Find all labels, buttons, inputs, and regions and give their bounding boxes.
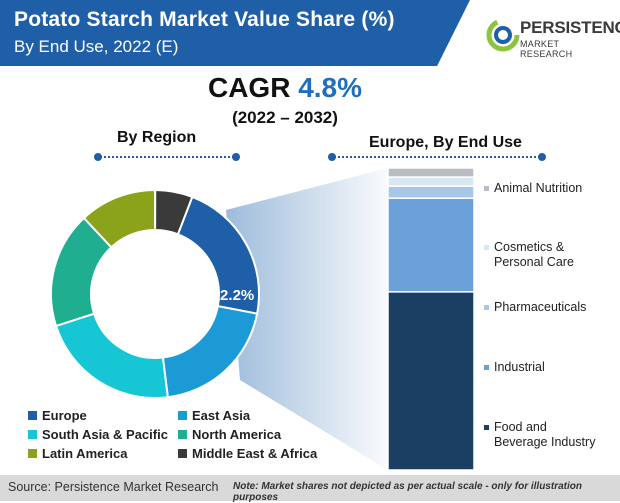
enduse-label-line: Personal Care xyxy=(494,255,574,269)
legend-swatch xyxy=(28,411,37,421)
brand-logo: PERSISTENCE MARKET RESEARCH xyxy=(486,8,620,62)
page-title: Potato Starch Market Value Share (%) xyxy=(14,8,395,31)
legend-swatch xyxy=(178,411,187,421)
highlight-connector xyxy=(226,168,388,470)
bar-segment-cosmetics-personal-care xyxy=(387,176,475,187)
bar-segment-food-and-beverage-industry xyxy=(387,291,475,471)
legend-item: South Asia & Pacific xyxy=(28,427,168,442)
legend-swatch xyxy=(178,449,187,459)
enduse-label-line: Industrial xyxy=(494,360,545,374)
section-label-enduse: Europe, By End Use xyxy=(369,134,522,151)
logo-line2: MARKET RESEARCH xyxy=(520,39,573,59)
bar-segment-pharmaceuticals xyxy=(387,185,475,199)
donut-slice-middle-east-africa xyxy=(154,188,194,236)
source-text: Source: Persistence Market Research xyxy=(8,480,219,494)
enduse-marker xyxy=(484,365,489,370)
section-label-region: By Region xyxy=(117,129,197,146)
legend-swatch xyxy=(28,430,37,440)
logo-line1: PERSISTENCE xyxy=(520,18,620,37)
enduse-marker xyxy=(484,425,489,430)
enduse-label-line: Cosmetics & xyxy=(494,240,565,254)
enduse-label-line: Food and xyxy=(494,420,547,434)
enduse-label: Animal Nutrition xyxy=(484,181,583,196)
legend-label: South Asia & Pacific xyxy=(42,427,168,442)
legend-item: Middle East & Africa xyxy=(178,446,317,461)
bar-segment-industrial xyxy=(387,197,475,293)
enduse-label-line: Pharmaceuticals xyxy=(494,300,587,314)
legend-label: East Asia xyxy=(192,408,251,423)
enduse-label-line: Animal Nutrition xyxy=(494,181,583,195)
cagr-label: CAGR xyxy=(207,72,291,103)
donut-highlight-label: 22.2% xyxy=(212,287,255,304)
enduse-label: Cosmetics & Personal Care xyxy=(484,240,574,270)
cagr-value: 4.8% xyxy=(298,72,363,103)
enduse-marker xyxy=(484,186,489,191)
logo-mark-icon xyxy=(486,18,520,52)
enduse-label: Industrial xyxy=(484,360,545,375)
enduse-label: Food and Beverage Industry xyxy=(484,420,596,450)
legend-label: North America xyxy=(192,427,282,442)
header-banner xyxy=(0,0,470,66)
enduse-divider xyxy=(328,153,546,161)
footnote-text: Note: Market shares not depicted as per … xyxy=(233,481,582,503)
region-divider xyxy=(94,153,240,161)
legend-item: Latin America xyxy=(28,446,128,461)
page-subtitle: By End Use, 2022 (E) xyxy=(14,37,179,56)
cagr-range: (2022 – 2032) xyxy=(232,108,338,127)
legend-label: Latin America xyxy=(42,446,128,461)
legend-item: East Asia xyxy=(178,408,250,423)
legend-item: Europe xyxy=(28,408,87,423)
enduse-label: Pharmaceuticals xyxy=(484,300,587,315)
donut-slice-south-asia-pacific xyxy=(54,312,169,399)
enduse-label-line: Beverage Industry xyxy=(494,435,596,449)
legend-swatch xyxy=(28,449,37,459)
legend-swatch xyxy=(178,430,187,440)
footer-bar: Source: Persistence Market Research Note… xyxy=(0,475,620,503)
enduse-marker xyxy=(484,305,489,310)
cagr-headline: CAGR 4.8% xyxy=(0,72,570,104)
enduse-marker xyxy=(484,245,489,250)
legend-label: Middle East & Africa xyxy=(192,446,318,461)
legend-label: Europe xyxy=(42,408,87,423)
legend-item: North America xyxy=(178,427,281,442)
bar-segment-animal-nutrition xyxy=(387,167,475,178)
